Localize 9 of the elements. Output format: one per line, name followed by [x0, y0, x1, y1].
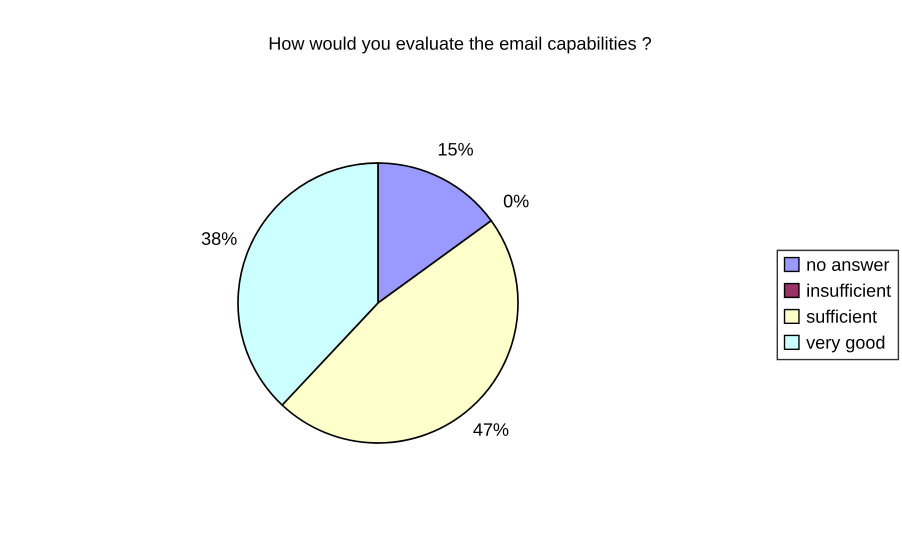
data-label: 15% [438, 142, 473, 156]
data-label: 47% [473, 423, 508, 436]
text: 0% [504, 194, 529, 208]
data-label: 38% [202, 232, 237, 245]
legend-label: insufficient [807, 284, 892, 297]
chart-title: How would you evaluate the email capabilities ? [270, 36, 652, 54]
legend-label: very good [806, 336, 884, 352]
legend-label: no answer [807, 261, 890, 271]
legend-label: sufficient [806, 310, 877, 323]
